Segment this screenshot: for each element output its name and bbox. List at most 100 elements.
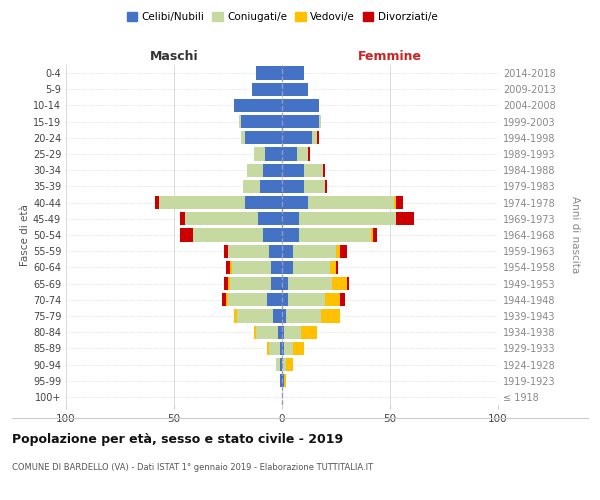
Bar xyxy=(282,342,284,355)
Bar xyxy=(258,212,282,226)
Bar xyxy=(278,326,282,339)
Bar xyxy=(263,228,282,241)
Bar xyxy=(282,244,293,258)
Bar xyxy=(284,342,293,355)
Bar xyxy=(397,212,414,226)
Bar xyxy=(235,99,282,112)
Bar xyxy=(282,228,299,241)
Bar xyxy=(340,293,344,306)
Bar xyxy=(282,374,284,388)
Bar xyxy=(230,277,271,290)
Bar xyxy=(269,244,282,258)
Bar xyxy=(280,358,282,371)
Bar xyxy=(254,148,265,160)
Bar xyxy=(282,131,312,144)
Bar xyxy=(282,293,289,306)
Bar xyxy=(289,293,325,306)
Bar xyxy=(332,277,347,290)
Bar xyxy=(224,277,228,290)
Bar xyxy=(267,342,269,355)
Text: Popolazione per età, sesso e stato civile - 2019: Popolazione per età, sesso e stato civil… xyxy=(12,432,343,446)
Bar xyxy=(252,82,282,96)
Bar xyxy=(221,293,226,306)
Bar xyxy=(181,228,193,241)
Bar xyxy=(284,326,301,339)
Bar xyxy=(271,277,282,290)
Bar xyxy=(193,228,263,241)
Bar xyxy=(254,326,256,339)
Bar xyxy=(260,180,282,193)
Bar xyxy=(263,164,282,177)
Bar xyxy=(282,82,308,96)
Bar xyxy=(224,244,228,258)
Bar xyxy=(282,180,304,193)
Bar xyxy=(181,212,185,226)
Bar xyxy=(336,244,340,258)
Bar xyxy=(293,244,336,258)
Bar xyxy=(282,164,304,177)
Bar xyxy=(282,115,319,128)
Bar xyxy=(274,310,282,322)
Bar xyxy=(325,293,340,306)
Bar xyxy=(245,131,282,144)
Bar xyxy=(371,228,373,241)
Bar xyxy=(336,260,338,274)
Text: Maschi: Maschi xyxy=(149,50,199,62)
Bar xyxy=(230,260,232,274)
Bar xyxy=(282,212,299,226)
Bar xyxy=(293,342,304,355)
Bar xyxy=(236,310,274,322)
Bar xyxy=(159,196,245,209)
Bar xyxy=(228,244,269,258)
Bar xyxy=(241,131,245,144)
Bar xyxy=(226,293,228,306)
Bar xyxy=(397,196,403,209)
Bar xyxy=(289,277,332,290)
Bar xyxy=(269,342,280,355)
Bar xyxy=(286,310,321,322)
Bar xyxy=(282,277,289,290)
Bar xyxy=(185,212,258,226)
Bar xyxy=(325,180,328,193)
Bar xyxy=(267,293,282,306)
Bar xyxy=(329,260,336,274)
Bar xyxy=(282,310,286,322)
Bar xyxy=(239,115,241,128)
Bar xyxy=(282,326,284,339)
Bar xyxy=(373,228,377,241)
Bar xyxy=(312,131,317,144)
Bar xyxy=(317,131,319,144)
Bar xyxy=(282,260,293,274)
Bar xyxy=(282,148,297,160)
Bar xyxy=(275,358,280,371)
Bar xyxy=(308,196,394,209)
Bar xyxy=(235,310,236,322)
Bar xyxy=(319,115,321,128)
Text: COMUNE DI BARDELLO (VA) - Dati ISTAT 1° gennaio 2019 - Elaborazione TUTTITALIA.I: COMUNE DI BARDELLO (VA) - Dati ISTAT 1° … xyxy=(12,462,373,471)
Bar xyxy=(282,66,304,80)
Bar xyxy=(286,358,293,371)
Bar xyxy=(280,374,282,388)
Bar xyxy=(256,326,278,339)
Bar xyxy=(347,277,349,290)
Bar xyxy=(271,260,282,274)
Bar xyxy=(245,196,282,209)
Bar xyxy=(304,164,323,177)
Bar xyxy=(265,148,282,160)
Bar xyxy=(228,277,230,290)
Bar xyxy=(247,164,263,177)
Bar xyxy=(282,99,319,112)
Bar xyxy=(226,260,230,274)
Bar xyxy=(293,260,329,274)
Legend: Celibi/Nubili, Coniugati/e, Vedovi/e, Divorziati/e: Celibi/Nubili, Coniugati/e, Vedovi/e, Di… xyxy=(122,8,442,26)
Bar xyxy=(241,115,282,128)
Bar xyxy=(301,326,317,339)
Bar xyxy=(282,196,308,209)
Bar xyxy=(256,66,282,80)
Bar xyxy=(280,342,282,355)
Bar xyxy=(340,244,347,258)
Bar xyxy=(243,180,260,193)
Bar xyxy=(228,293,267,306)
Bar xyxy=(308,148,310,160)
Bar xyxy=(299,228,371,241)
